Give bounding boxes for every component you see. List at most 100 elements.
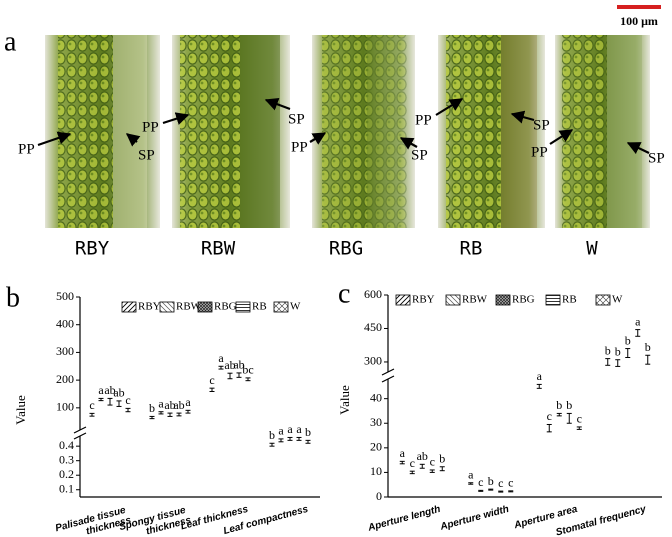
legend-label: W bbox=[612, 294, 623, 306]
y-tick-label: 600 bbox=[364, 287, 382, 301]
y-tick-label: 300 bbox=[56, 344, 74, 358]
annotation: PP bbox=[531, 144, 548, 160]
annotation: SP bbox=[138, 147, 155, 163]
sample-label: RBG bbox=[329, 238, 363, 260]
y-tick-label: 0.1 bbox=[59, 481, 74, 495]
significance-letter: a bbox=[278, 424, 284, 438]
scale-bar bbox=[617, 5, 661, 9]
significance-letter: b bbox=[149, 401, 155, 415]
significance-letter: b bbox=[439, 452, 445, 466]
significance-letter: b bbox=[615, 344, 621, 358]
sample-label: RBW bbox=[201, 238, 236, 260]
legend-label: RBY bbox=[138, 301, 161, 313]
y-tick-label: 10 bbox=[370, 464, 382, 478]
significance-letter: b bbox=[645, 340, 651, 354]
y-tick-label: 500 bbox=[56, 289, 74, 303]
significance-letter: ab bbox=[104, 383, 115, 397]
legend-swatch bbox=[445, 294, 461, 306]
significance-letter: a bbox=[185, 395, 191, 409]
legend-swatch bbox=[273, 301, 289, 313]
significance-letter: c bbox=[478, 475, 483, 489]
significance-letter: ab bbox=[224, 358, 235, 372]
legend-label: RBW bbox=[176, 301, 202, 313]
legend-label: RBG bbox=[214, 301, 237, 313]
legend-label: RBY bbox=[412, 294, 435, 306]
significance-letter: b bbox=[488, 474, 494, 488]
y-tick-label: 450 bbox=[364, 320, 382, 334]
significance-letter: c bbox=[498, 476, 503, 490]
y-tick-label: 0.4 bbox=[59, 438, 74, 452]
y-tick-label: 0.3 bbox=[59, 452, 74, 466]
significance-letter: b bbox=[605, 343, 611, 357]
legend-swatch bbox=[595, 294, 611, 306]
significance-letter: a bbox=[98, 383, 104, 397]
legend-label: RBW bbox=[462, 294, 488, 306]
significance-letter: c bbox=[547, 409, 552, 423]
legend-swatch bbox=[545, 294, 561, 306]
y-tick-label: 200 bbox=[56, 372, 74, 386]
legend-label: RB bbox=[562, 294, 577, 306]
significance-letter: ab bbox=[173, 398, 184, 412]
y-tick-label: 30 bbox=[370, 415, 382, 429]
y-tick-label: 40 bbox=[370, 390, 382, 404]
annotation: PP bbox=[291, 139, 308, 155]
significance-letter: c bbox=[410, 456, 415, 470]
micrograph bbox=[45, 35, 160, 228]
micrograph bbox=[172, 35, 290, 228]
significance-letter: bc bbox=[242, 363, 253, 377]
legend-swatch bbox=[159, 301, 175, 313]
y-tick-label: 0.2 bbox=[59, 467, 74, 481]
significance-letter: b bbox=[556, 398, 562, 412]
axis-break bbox=[72, 430, 321, 436]
annotation: PP bbox=[142, 119, 159, 135]
significance-letter: a bbox=[218, 351, 224, 365]
significance-letter: c bbox=[430, 455, 435, 469]
significance-letter: b bbox=[625, 333, 631, 347]
annotation: PP bbox=[415, 112, 432, 128]
legend-label: RB bbox=[252, 301, 267, 313]
annotation: SP bbox=[411, 147, 428, 163]
panel-label: c bbox=[338, 278, 350, 309]
sample-label: RB bbox=[460, 238, 483, 260]
sample-label: RBY bbox=[75, 238, 110, 260]
significance-letter: a bbox=[537, 369, 543, 383]
x-tick-label: Aperture width bbox=[438, 504, 510, 533]
y-tick-label: 100 bbox=[56, 400, 74, 414]
y-axis-label: Value bbox=[337, 385, 352, 415]
significance-letter: c bbox=[508, 476, 513, 490]
annotation: PP bbox=[18, 141, 35, 157]
legend-label: W bbox=[290, 301, 301, 313]
legend-swatch bbox=[235, 301, 251, 313]
x-tick-label: Aperture length bbox=[366, 504, 442, 534]
y-tick-label: 20 bbox=[370, 440, 382, 454]
arrows bbox=[37, 97, 650, 155]
y-tick-label: 300 bbox=[364, 354, 382, 368]
significance-letter: b bbox=[269, 428, 275, 442]
annotation: SP bbox=[288, 111, 305, 127]
significance-letter: c bbox=[125, 393, 130, 407]
significance-letter: a bbox=[468, 467, 474, 481]
y-tick-label: 400 bbox=[56, 316, 74, 330]
y-axis-label: Value bbox=[13, 395, 28, 425]
significance-letter: a bbox=[158, 396, 164, 410]
legend-swatch bbox=[495, 294, 511, 306]
sample-label: W bbox=[586, 238, 598, 260]
significance-letter: c bbox=[89, 398, 94, 412]
panel-label: a bbox=[4, 26, 17, 57]
significance-letter: a bbox=[296, 422, 302, 436]
annotation: SP bbox=[648, 150, 665, 166]
significance-letter: a bbox=[400, 446, 406, 460]
significance-letter: ab bbox=[417, 449, 428, 463]
legend-swatch bbox=[121, 301, 137, 313]
scale-label: 100 μm bbox=[620, 14, 658, 28]
significance-letter: b bbox=[305, 425, 311, 439]
significance-letter: a bbox=[635, 314, 641, 328]
legend-swatch bbox=[197, 301, 213, 313]
panel-label: b bbox=[6, 282, 20, 313]
significance-letter: ab bbox=[113, 386, 124, 400]
axis-break bbox=[380, 372, 663, 379]
significance-letter: c bbox=[209, 373, 214, 387]
legend-label: RBG bbox=[512, 294, 535, 306]
micrograph bbox=[312, 35, 415, 228]
